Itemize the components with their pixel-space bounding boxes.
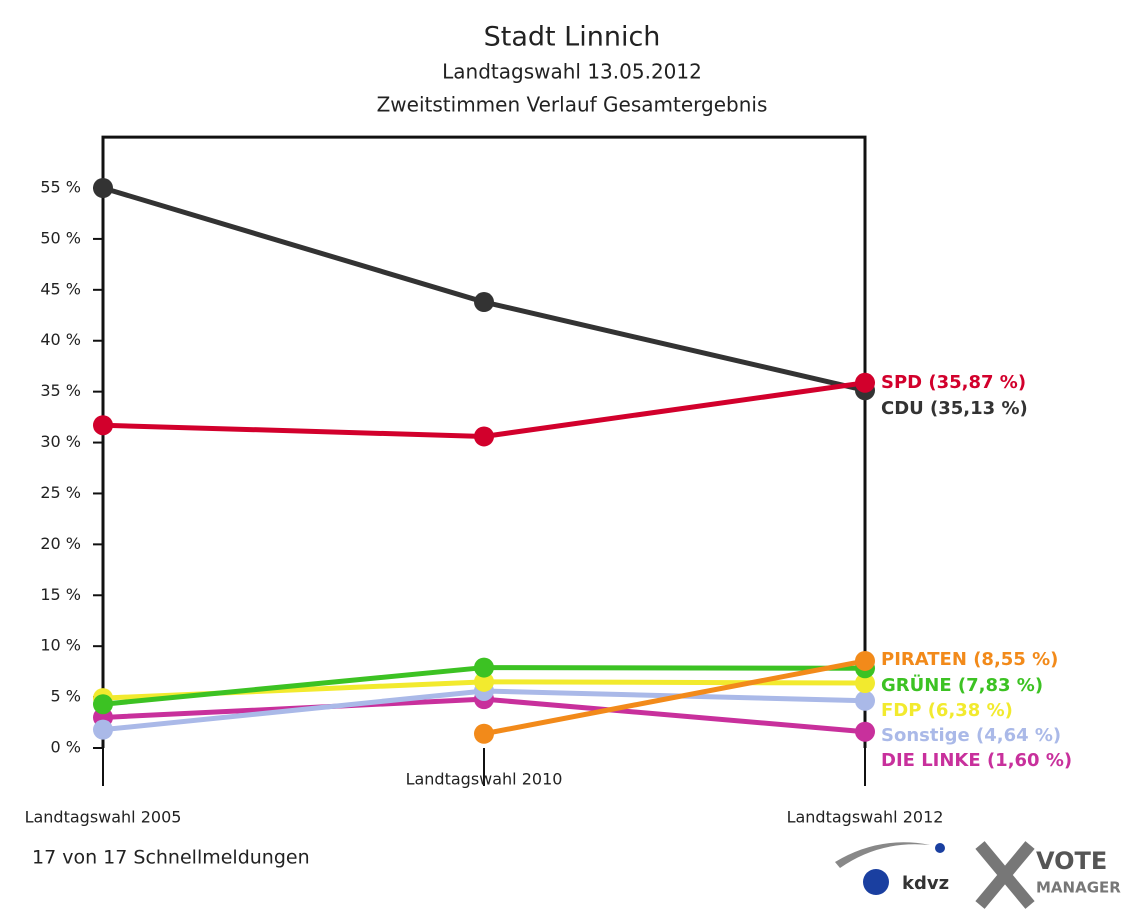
chart-subtitle: Landtagswahl 13.05.2012 (442, 60, 702, 84)
y-tick-label: 15 % (40, 585, 81, 604)
y-tick-label: 35 % (40, 381, 81, 400)
data-point (855, 721, 875, 742)
x-tick-label: Landtagswahl 2012 (787, 808, 944, 827)
data-point (474, 657, 494, 678)
x-tick-label: Landtagswahl 2010 (406, 770, 563, 789)
y-tick-label: 0 % (51, 738, 81, 757)
data-point (855, 690, 875, 711)
data-point (93, 178, 113, 199)
x-tick-label: Landtagswahl 2005 (25, 808, 182, 827)
logo-cross (975, 841, 1035, 909)
footer: 17 von 17 Schnellmeldungen (32, 847, 310, 869)
data-point (474, 426, 494, 447)
logo-text: kdvz (902, 873, 949, 894)
data-point (474, 292, 494, 313)
series-line (102, 185, 866, 393)
data-point (93, 719, 113, 740)
data-label: FDP (6,38 %) (881, 700, 1013, 721)
logo-text: VOTE (1036, 847, 1107, 875)
y-tick-label: 20 % (40, 534, 81, 553)
series-line (483, 658, 866, 737)
logo: kdvz VOTE MANAGER (835, 841, 1121, 909)
y-tick-label: 50 % (40, 228, 81, 247)
y-tick-label: 40 % (40, 330, 81, 349)
y-tick-label: 55 % (40, 178, 81, 197)
data-point (855, 372, 875, 393)
data-label: PIRATEN (8,55 %) (881, 649, 1058, 670)
logo-ball (863, 869, 889, 895)
data-point (855, 650, 875, 671)
chart-title: Stadt Linnich (484, 22, 661, 53)
data-label: Sonstige (4,64 %) (881, 725, 1061, 746)
logo-swoosh (835, 842, 930, 868)
data-point (93, 415, 113, 436)
logo-ball (935, 843, 945, 853)
y-tick-label: 30 % (40, 432, 81, 451)
chart-subtitle: Zweitstimmen Verlauf Gesamtergebnis (377, 93, 768, 117)
data-point (474, 723, 494, 744)
data-label: CDU (35,13 %) (881, 398, 1028, 419)
logo-text: MANAGER (1036, 879, 1121, 897)
y-tick-label: 25 % (40, 483, 81, 502)
data-label: DIE LINKE (1,60 %) (881, 750, 1072, 771)
data-label: SPD (35,87 %) (881, 372, 1026, 393)
data-point (855, 673, 875, 694)
y-tick-label: 45 % (40, 279, 81, 298)
data-label: GRÜNE (7,83 %) (881, 674, 1043, 696)
y-tick-label: 5 % (51, 687, 81, 706)
data-point (474, 671, 494, 692)
data-point (93, 694, 113, 715)
y-tick-label: 10 % (40, 636, 81, 655)
